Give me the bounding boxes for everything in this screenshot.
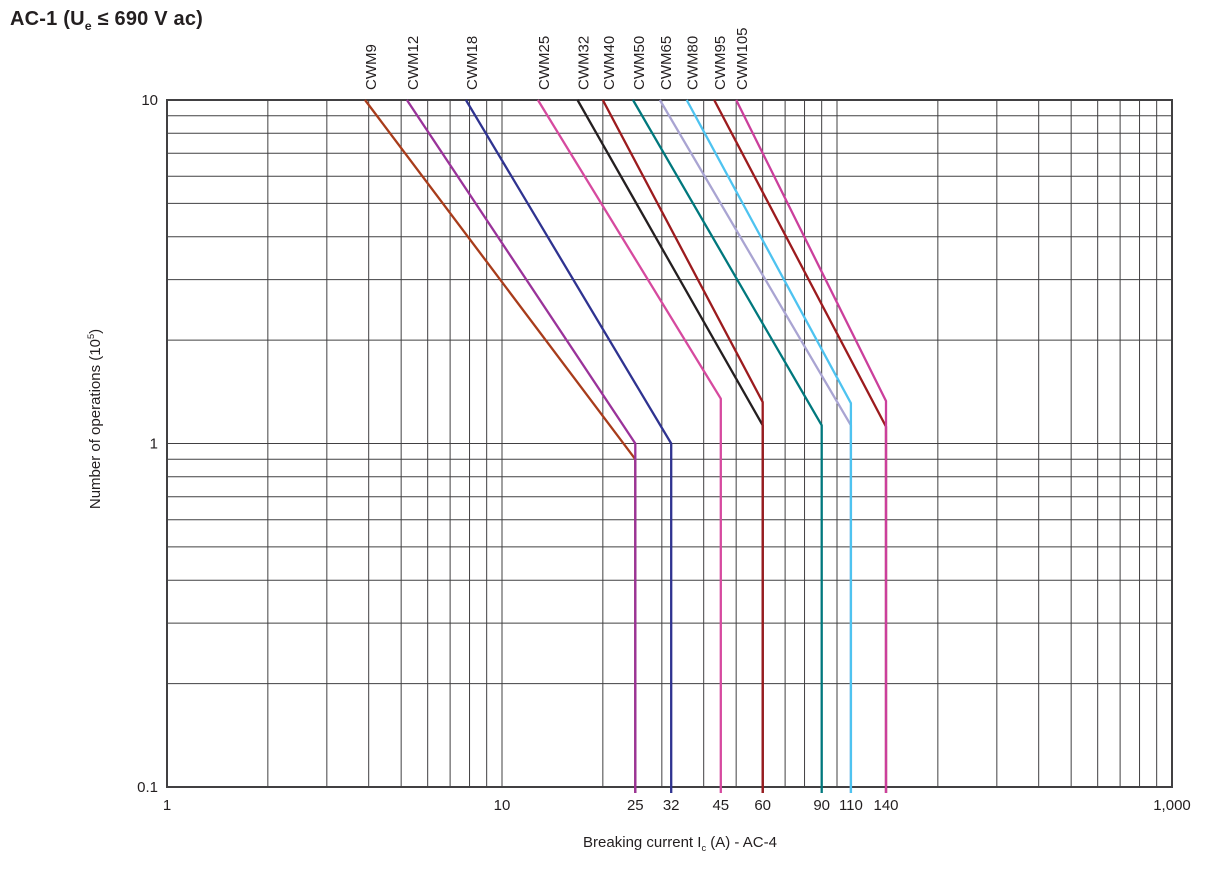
x-tick-labels: 1 10 25 32 45 60 90 110 140 1,000 <box>163 797 1191 814</box>
series-line-cwm12 <box>405 99 637 793</box>
y-tick-label: 10 <box>141 92 158 109</box>
series-label-cwm80: CWM80 <box>685 36 702 90</box>
chart-title-subscript: e <box>84 19 92 33</box>
series-label-cwm95: CWM95 <box>712 36 729 90</box>
x-tick-label: 110 <box>839 797 863 814</box>
x-axis-title-text: Breaking current I <box>583 834 702 851</box>
x-tick-label: 140 <box>873 797 898 814</box>
series-line-cwm50 <box>632 99 823 793</box>
x-tick-label: 1 <box>163 797 171 814</box>
chart-title-text: AC-1 (U <box>10 8 85 30</box>
series-label-cwm65: CWM65 <box>658 36 675 90</box>
x-tick-label: 90 <box>813 797 830 814</box>
series-label-cwm25: CWM25 <box>536 36 553 90</box>
y-axis-title-superscript: 5 <box>86 333 96 340</box>
x-tick-label: 32 <box>663 797 680 814</box>
x-tick-label: 45 <box>712 797 729 814</box>
plot-border <box>166 99 1173 788</box>
series-line-cwm40 <box>601 99 764 793</box>
x-tick-label: 60 <box>754 797 771 814</box>
y-tick-label: 1 <box>150 436 158 453</box>
chart-title-rest: ≤ 690 V ac) <box>91 8 204 30</box>
series-line-cwm80 <box>685 99 853 793</box>
series-label-cwm40: CWM40 <box>601 36 618 90</box>
series-label-cwm105: CWM105 <box>734 27 751 90</box>
series-labels: CWM9 CWM12 CWM18 CWM25 CWM32 CWM40 CWM50 CWM65 C… <box>363 27 751 90</box>
y-axis-title-text: Number of operations (10 <box>87 339 104 510</box>
x-tick-label: 1,000 <box>1153 797 1191 814</box>
series-label-cwm50: CWM50 <box>631 36 648 90</box>
series-line-cwm95 <box>713 99 888 793</box>
series-line-cwm18 <box>464 99 673 793</box>
series-label-cwm12: CWM12 <box>405 36 422 90</box>
series-line-cwm105 <box>735 99 888 793</box>
y-axis-title: Number of operations (105) <box>86 269 108 569</box>
chart-title: AC-1 (Ue ≤ 690 V ac) <box>10 8 203 33</box>
x-tick-label: 10 <box>494 797 511 814</box>
y-axis-title-rest: ) <box>87 328 104 334</box>
series-label-cwm9: CWM9 <box>363 44 380 90</box>
y-tick-labels: 10 1 0.1 <box>137 92 158 796</box>
series-label-cwm18: CWM18 <box>464 36 481 90</box>
grid-lines <box>167 99 1173 787</box>
y-tick-label: 0.1 <box>137 779 158 796</box>
series-label-cwm32: CWM32 <box>576 36 593 90</box>
x-axis-title: Breaking current Ic (A) - AC-4 <box>460 834 900 853</box>
x-tick-label: 25 <box>627 797 644 814</box>
x-axis-title-subscript: c <box>701 843 707 853</box>
series-line-cwm25 <box>536 99 722 793</box>
series-line-cwm9 <box>364 99 637 793</box>
x-axis-title-rest: (A) - AC-4 <box>706 834 777 851</box>
series-curves <box>364 99 888 793</box>
